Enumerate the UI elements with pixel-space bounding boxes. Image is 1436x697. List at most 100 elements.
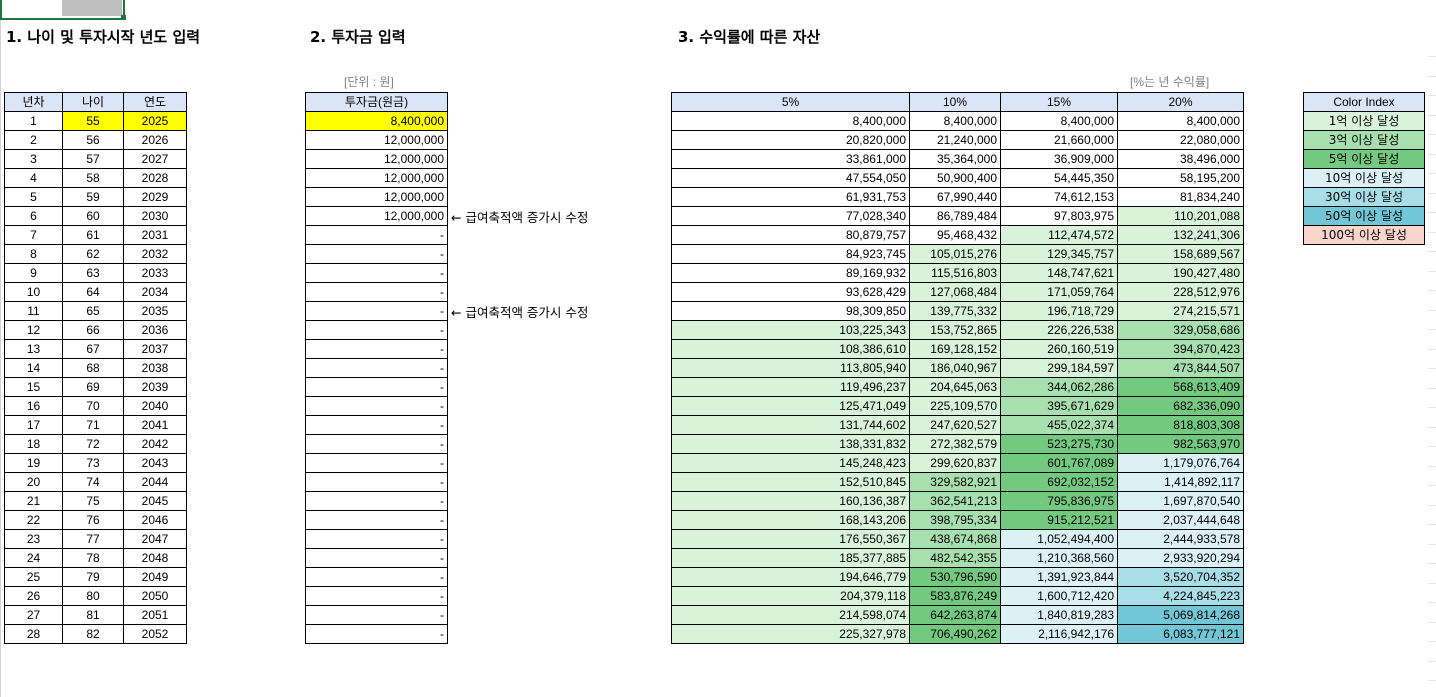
asset-cell[interactable]: 171,059,764 <box>1000 282 1118 302</box>
asset-cell[interactable]: 160,136,387 <box>671 491 910 511</box>
year-cell[interactable]: 2035 <box>123 301 187 321</box>
asset-cell[interactable]: 22,080,000 <box>1117 130 1244 150</box>
year-cell[interactable]: 2038 <box>123 358 187 378</box>
asset-cell[interactable]: 1,179,076,764 <box>1117 453 1244 473</box>
asset-cell[interactable]: 523,275,730 <box>1000 434 1118 454</box>
asset-cell[interactable]: 84,923,745 <box>671 244 910 264</box>
asset-cell[interactable]: 795,836,975 <box>1000 491 1118 511</box>
principal-cell[interactable]: - <box>305 434 448 454</box>
legend-item[interactable]: 100억 이상 달성 <box>1303 225 1425 245</box>
principal-cell[interactable]: - <box>305 548 448 568</box>
year-index-cell[interactable]: 10 <box>4 282 63 302</box>
year-cell[interactable]: 2028 <box>123 168 187 188</box>
asset-cell[interactable]: 706,490,262 <box>909 624 1001 644</box>
year-cell[interactable]: 2045 <box>123 491 187 511</box>
year-index-cell[interactable]: 26 <box>4 586 63 606</box>
asset-cell[interactable]: 98,309,850 <box>671 301 910 321</box>
asset-cell[interactable]: 260,160,519 <box>1000 339 1118 359</box>
legend-item[interactable]: 10억 이상 달성 <box>1303 168 1425 188</box>
asset-cell[interactable]: 110,201,088 <box>1117 206 1244 226</box>
asset-cell[interactable]: 145,248,423 <box>671 453 910 473</box>
year-index-cell[interactable]: 18 <box>4 434 63 454</box>
asset-cell[interactable]: 214,598,074 <box>671 605 910 625</box>
asset-cell[interactable]: 1,600,712,420 <box>1000 586 1118 606</box>
asset-cell[interactable]: 86,789,484 <box>909 206 1001 226</box>
asset-cell[interactable]: 185,377,885 <box>671 548 910 568</box>
year-index-cell[interactable]: 9 <box>4 263 63 283</box>
header-rate-15[interactable]: 15% <box>1000 92 1118 112</box>
year-cell[interactable]: 2039 <box>123 377 187 397</box>
year-index-cell[interactable]: 12 <box>4 320 63 340</box>
year-index-cell[interactable]: 2 <box>4 130 63 150</box>
asset-cell[interactable]: 2,037,444,648 <box>1117 510 1244 530</box>
asset-cell[interactable]: 692,032,152 <box>1000 472 1118 492</box>
header-rate-20[interactable]: 20% <box>1117 92 1244 112</box>
principal-cell[interactable]: - <box>305 339 448 359</box>
asset-cell[interactable]: 21,240,000 <box>909 130 1001 150</box>
age-cell[interactable]: 66 <box>62 320 124 340</box>
legend-item[interactable]: 1억 이상 달성 <box>1303 111 1425 131</box>
asset-cell[interactable]: 473,844,507 <box>1117 358 1244 378</box>
age-cell[interactable]: 59 <box>62 187 124 207</box>
age-cell[interactable]: 64 <box>62 282 124 302</box>
year-cell[interactable]: 2029 <box>123 187 187 207</box>
asset-cell[interactable]: 97,803,975 <box>1000 206 1118 226</box>
principal-cell[interactable]: - <box>305 377 448 397</box>
age-cell[interactable]: 58 <box>62 168 124 188</box>
asset-cell[interactable]: 530,796,590 <box>909 567 1001 587</box>
asset-cell[interactable]: 482,542,355 <box>909 548 1001 568</box>
year-cell[interactable]: 2034 <box>123 282 187 302</box>
year-index-cell[interactable]: 15 <box>4 377 63 397</box>
asset-cell[interactable]: 38,496,000 <box>1117 149 1244 169</box>
asset-cell[interactable]: 61,931,753 <box>671 187 910 207</box>
year-index-cell[interactable]: 20 <box>4 472 63 492</box>
year-index-cell[interactable]: 21 <box>4 491 63 511</box>
asset-cell[interactable]: 36,909,000 <box>1000 149 1118 169</box>
asset-cell[interactable]: 1,210,368,560 <box>1000 548 1118 568</box>
principal-cell[interactable]: 12,000,000 <box>305 206 448 226</box>
asset-cell[interactable]: 1,840,819,283 <box>1000 605 1118 625</box>
asset-cell[interactable]: 344,062,286 <box>1000 377 1118 397</box>
year-cell[interactable]: 2040 <box>123 396 187 416</box>
asset-cell[interactable]: 80,879,757 <box>671 225 910 245</box>
asset-cell[interactable]: 272,382,579 <box>909 434 1001 454</box>
asset-cell[interactable]: 47,554,050 <box>671 168 910 188</box>
age-cell[interactable]: 68 <box>62 358 124 378</box>
year-cell[interactable]: 2046 <box>123 510 187 530</box>
asset-cell[interactable]: 158,689,567 <box>1117 244 1244 264</box>
asset-cell[interactable]: 395,671,629 <box>1000 396 1118 416</box>
year-cell[interactable]: 2048 <box>123 548 187 568</box>
age-cell[interactable]: 70 <box>62 396 124 416</box>
asset-cell[interactable]: 129,345,757 <box>1000 244 1118 264</box>
principal-cell[interactable]: - <box>305 415 448 435</box>
age-cell[interactable]: 55 <box>62 111 124 131</box>
asset-cell[interactable]: 2,116,942,176 <box>1000 624 1118 644</box>
asset-cell[interactable]: 67,990,440 <box>909 187 1001 207</box>
year-index-cell[interactable]: 3 <box>4 149 63 169</box>
year-index-cell[interactable]: 8 <box>4 244 63 264</box>
asset-cell[interactable]: 105,015,276 <box>909 244 1001 264</box>
year-index-cell[interactable]: 5 <box>4 187 63 207</box>
fill-handle[interactable] <box>121 15 126 20</box>
asset-cell[interactable]: 8,400,000 <box>909 111 1001 131</box>
header-year[interactable]: 연도 <box>123 92 187 112</box>
year-cell[interactable]: 2052 <box>123 624 187 644</box>
age-cell[interactable]: 82 <box>62 624 124 644</box>
asset-cell[interactable]: 225,109,570 <box>909 396 1001 416</box>
asset-cell[interactable]: 148,747,621 <box>1000 263 1118 283</box>
year-index-cell[interactable]: 22 <box>4 510 63 530</box>
asset-cell[interactable]: 362,541,213 <box>909 491 1001 511</box>
header-year-index[interactable]: 년차 <box>4 92 63 112</box>
principal-cell[interactable]: - <box>305 396 448 416</box>
year-cell[interactable]: 2027 <box>123 149 187 169</box>
year-index-cell[interactable]: 17 <box>4 415 63 435</box>
principal-cell[interactable]: - <box>305 605 448 625</box>
asset-cell[interactable]: 77,028,340 <box>671 206 910 226</box>
age-cell[interactable]: 79 <box>62 567 124 587</box>
age-cell[interactable]: 60 <box>62 206 124 226</box>
legend-item[interactable]: 5억 이상 달성 <box>1303 149 1425 169</box>
age-cell[interactable]: 71 <box>62 415 124 435</box>
asset-cell[interactable]: 299,184,597 <box>1000 358 1118 378</box>
age-cell[interactable]: 76 <box>62 510 124 530</box>
year-cell[interactable]: 2051 <box>123 605 187 625</box>
